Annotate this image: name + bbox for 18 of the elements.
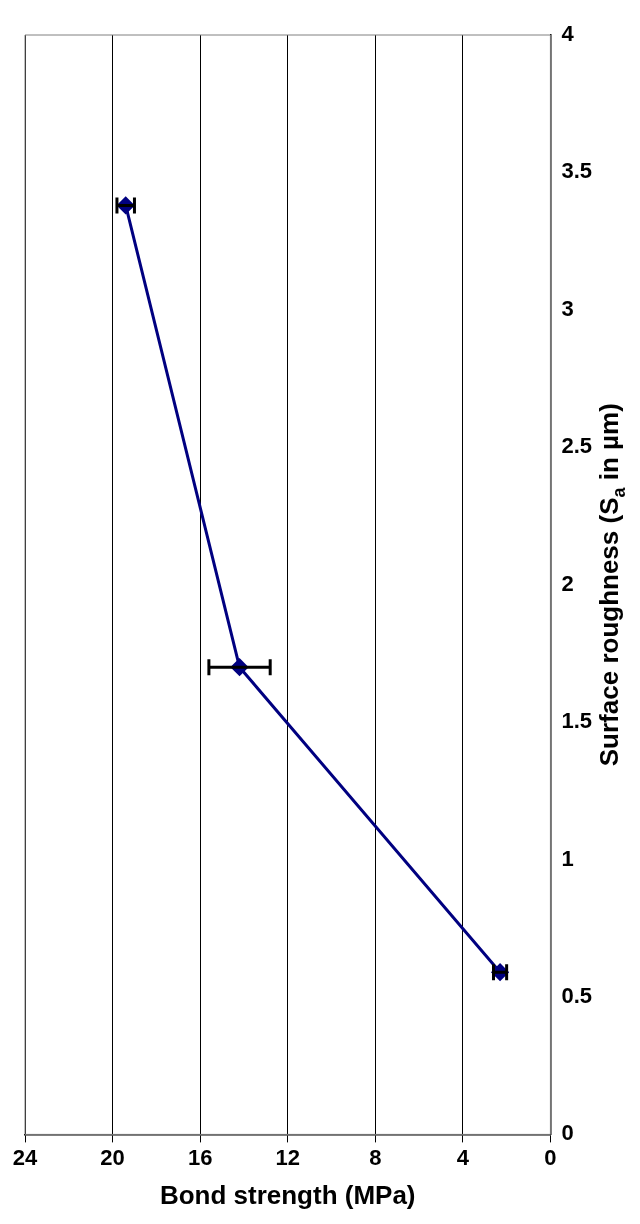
x-axis-title: Bond strength (MPa) [159, 1179, 416, 1210]
x-tick-label: 16 [187, 1144, 213, 1170]
y-axis-title: Surface roughness (Sa in µm) [594, 403, 629, 767]
x-tick-label: 12 [275, 1144, 300, 1170]
x-tick-label: 20 [100, 1144, 125, 1170]
y-tick-label: 4 [561, 21, 575, 47]
x-tick-label: 4 [456, 1144, 470, 1170]
x-tick-label: 24 [12, 1144, 38, 1170]
x-tick-label: 0 [544, 1144, 557, 1170]
y-tick-label: 3.5 [561, 158, 593, 184]
y-tick-label: 2 [561, 570, 574, 596]
x-tick-label: 8 [369, 1144, 382, 1170]
y-tick-label: 2.5 [561, 433, 593, 459]
y-tick-label: 1 [561, 845, 574, 871]
y-tick-label: 3 [561, 295, 574, 321]
y-tick-label: 1.5 [561, 708, 593, 734]
y-tick-label: 0.5 [561, 983, 593, 1009]
y-tick-label: 0 [561, 1120, 574, 1146]
